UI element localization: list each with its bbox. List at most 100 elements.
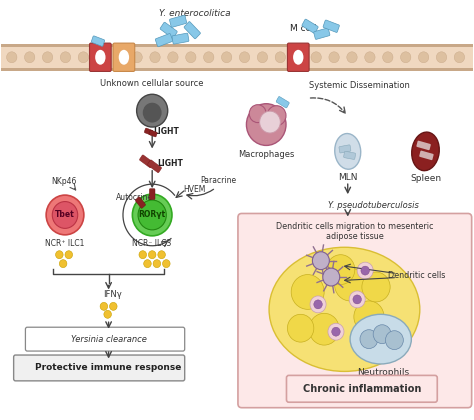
Circle shape xyxy=(360,330,378,349)
Ellipse shape xyxy=(365,52,375,63)
FancyBboxPatch shape xyxy=(149,189,155,200)
Text: MLN: MLN xyxy=(338,173,357,182)
Circle shape xyxy=(312,252,329,270)
Ellipse shape xyxy=(347,52,357,63)
Text: Dendritic cells migration to mesenteric
adipose tissue: Dendritic cells migration to mesenteric … xyxy=(276,222,434,241)
Bar xyxy=(1,68,473,71)
FancyBboxPatch shape xyxy=(135,197,146,208)
Ellipse shape xyxy=(95,50,106,65)
Ellipse shape xyxy=(383,52,393,63)
Bar xyxy=(1,44,473,71)
Text: Protective immune response: Protective immune response xyxy=(36,363,182,373)
Text: IFNγ: IFNγ xyxy=(103,290,122,299)
Text: Spleen: Spleen xyxy=(410,174,441,183)
Circle shape xyxy=(362,272,390,302)
Circle shape xyxy=(148,251,156,259)
Circle shape xyxy=(163,260,170,268)
FancyBboxPatch shape xyxy=(184,21,201,39)
Ellipse shape xyxy=(239,52,250,63)
Text: Unknown cellular source: Unknown cellular source xyxy=(100,79,204,88)
FancyBboxPatch shape xyxy=(26,327,185,351)
Circle shape xyxy=(327,255,355,284)
FancyBboxPatch shape xyxy=(90,43,111,71)
FancyBboxPatch shape xyxy=(286,375,438,402)
FancyBboxPatch shape xyxy=(276,97,289,108)
Circle shape xyxy=(353,295,361,304)
Ellipse shape xyxy=(203,52,214,63)
Circle shape xyxy=(323,268,340,286)
Circle shape xyxy=(385,331,403,349)
Ellipse shape xyxy=(42,52,53,63)
Ellipse shape xyxy=(168,52,178,63)
Text: Paracrine: Paracrine xyxy=(200,176,236,185)
Ellipse shape xyxy=(401,52,411,63)
Ellipse shape xyxy=(186,52,196,63)
FancyBboxPatch shape xyxy=(172,33,189,44)
FancyBboxPatch shape xyxy=(339,145,351,153)
Text: Dendritic cells: Dendritic cells xyxy=(388,271,446,280)
Ellipse shape xyxy=(257,52,268,63)
Circle shape xyxy=(332,327,340,336)
Text: Neutrophils: Neutrophils xyxy=(357,368,409,378)
Text: Chronic inflammation: Chronic inflammation xyxy=(303,384,421,394)
Circle shape xyxy=(260,111,280,133)
Ellipse shape xyxy=(114,52,124,63)
Circle shape xyxy=(309,313,339,345)
FancyBboxPatch shape xyxy=(302,19,318,33)
Circle shape xyxy=(65,251,73,259)
Circle shape xyxy=(267,106,286,126)
Circle shape xyxy=(109,302,117,310)
FancyBboxPatch shape xyxy=(238,213,472,408)
Circle shape xyxy=(357,262,373,279)
Circle shape xyxy=(310,296,326,313)
FancyBboxPatch shape xyxy=(147,160,162,173)
Circle shape xyxy=(361,266,369,275)
Text: Yersinia clearance: Yersinia clearance xyxy=(71,335,146,344)
Circle shape xyxy=(354,301,384,333)
Circle shape xyxy=(55,251,63,259)
Circle shape xyxy=(153,260,161,268)
Ellipse shape xyxy=(150,52,160,63)
FancyBboxPatch shape xyxy=(323,20,339,32)
Ellipse shape xyxy=(132,52,142,63)
FancyBboxPatch shape xyxy=(160,22,177,38)
Text: Y. enterocolitica: Y. enterocolitica xyxy=(159,9,230,18)
Text: NKp46: NKp46 xyxy=(51,177,77,186)
FancyBboxPatch shape xyxy=(287,43,309,71)
Ellipse shape xyxy=(293,52,303,63)
Circle shape xyxy=(138,200,166,230)
Text: Y. pseudotuberculosis: Y. pseudotuberculosis xyxy=(328,200,419,210)
Ellipse shape xyxy=(350,314,411,364)
Text: Autocrine: Autocrine xyxy=(116,193,153,202)
Circle shape xyxy=(139,251,146,259)
Circle shape xyxy=(46,195,84,235)
Ellipse shape xyxy=(412,132,439,171)
Text: NCR⁺ ILC1: NCR⁺ ILC1 xyxy=(46,239,85,248)
Ellipse shape xyxy=(118,50,129,65)
FancyBboxPatch shape xyxy=(419,151,434,160)
Ellipse shape xyxy=(60,52,71,63)
FancyBboxPatch shape xyxy=(155,34,173,47)
Ellipse shape xyxy=(293,50,303,65)
Ellipse shape xyxy=(25,52,35,63)
FancyBboxPatch shape xyxy=(113,43,135,71)
Ellipse shape xyxy=(437,52,447,63)
Ellipse shape xyxy=(96,52,107,63)
Text: LIGHT: LIGHT xyxy=(154,127,179,136)
Circle shape xyxy=(314,300,322,309)
Ellipse shape xyxy=(454,52,465,63)
Ellipse shape xyxy=(335,134,361,169)
Ellipse shape xyxy=(419,52,429,63)
FancyBboxPatch shape xyxy=(344,151,356,160)
Ellipse shape xyxy=(78,52,89,63)
FancyBboxPatch shape xyxy=(314,28,330,39)
Ellipse shape xyxy=(329,52,339,63)
Text: Systemic Dissemination: Systemic Dissemination xyxy=(309,81,410,90)
FancyBboxPatch shape xyxy=(170,15,187,27)
FancyBboxPatch shape xyxy=(91,36,105,46)
Text: Macrophages: Macrophages xyxy=(238,150,294,159)
Text: M cell: M cell xyxy=(290,24,316,33)
Circle shape xyxy=(335,268,365,301)
Circle shape xyxy=(144,260,151,268)
Circle shape xyxy=(158,251,165,259)
